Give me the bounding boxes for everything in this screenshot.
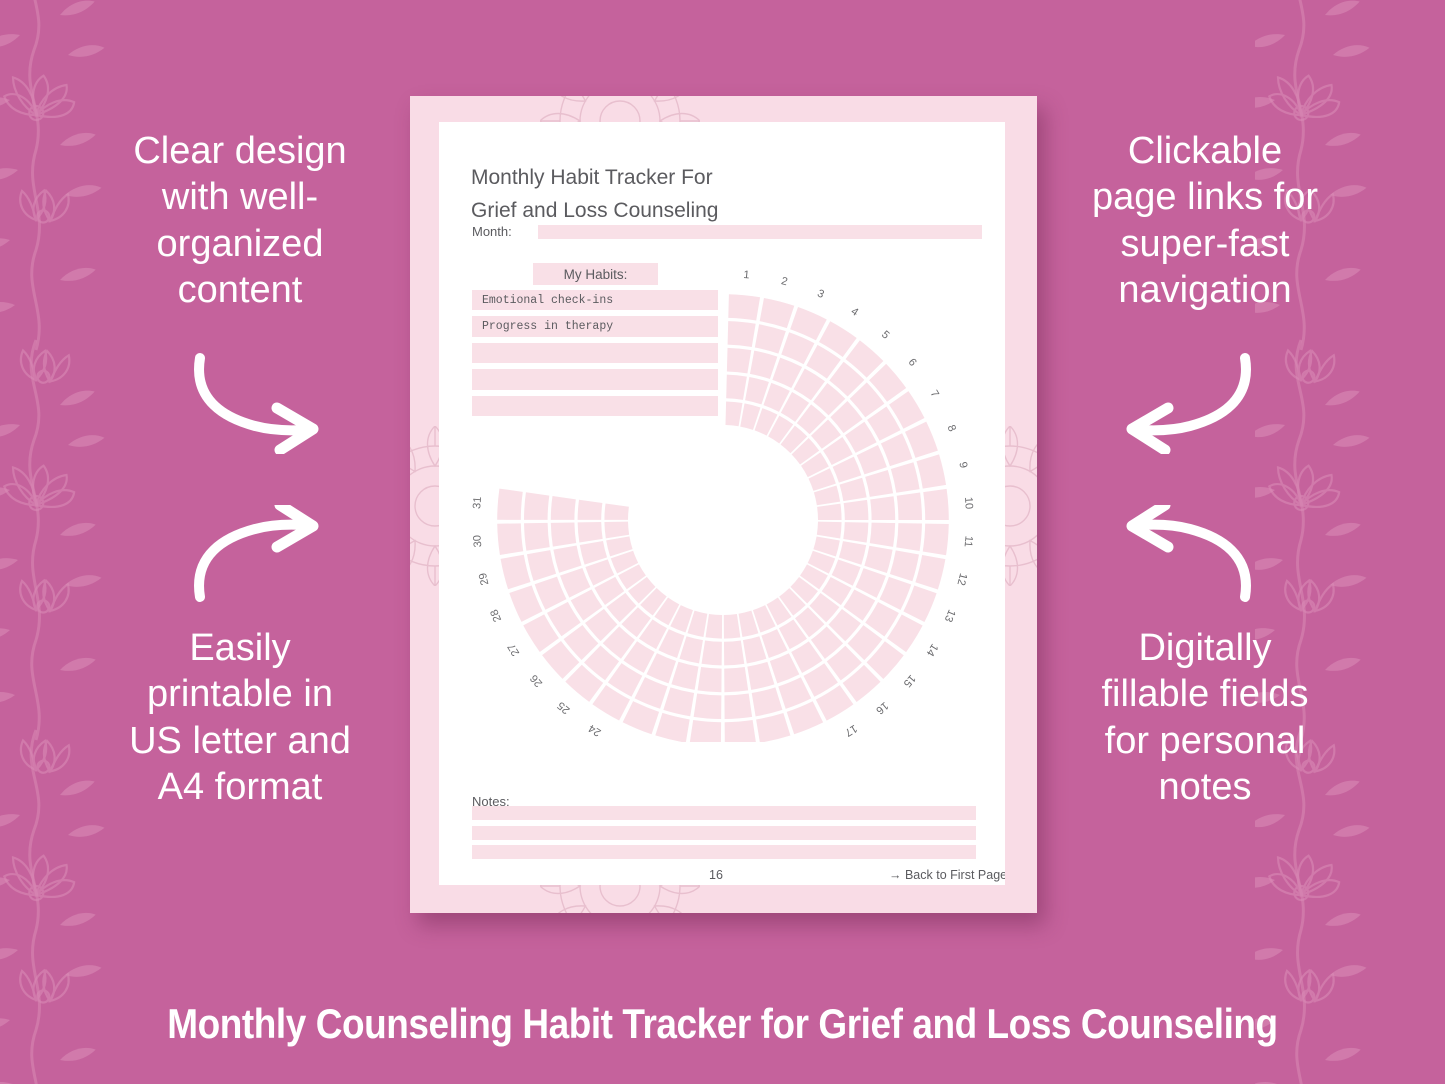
svg-text:7: 7 [928, 388, 941, 399]
svg-text:12: 12 [954, 572, 969, 587]
svg-text:26: 26 [528, 672, 545, 689]
svg-text:25: 25 [555, 699, 572, 716]
svg-text:14: 14 [924, 641, 941, 658]
svg-text:9: 9 [956, 461, 969, 470]
svg-text:18: 18 [809, 740, 825, 742]
svg-text:13: 13 [942, 608, 958, 624]
svg-text:4: 4 [849, 305, 861, 318]
svg-text:23: 23 [621, 740, 637, 742]
svg-text:30: 30 [471, 535, 484, 548]
svg-text:1: 1 [743, 269, 750, 282]
svg-text:17: 17 [842, 722, 859, 739]
svg-text:5: 5 [879, 329, 892, 342]
svg-text:15: 15 [901, 672, 918, 689]
svg-text:16: 16 [873, 699, 890, 716]
svg-text:6: 6 [906, 356, 919, 368]
svg-text:27: 27 [506, 641, 523, 658]
svg-text:31: 31 [471, 496, 484, 509]
svg-text:28: 28 [488, 607, 504, 623]
svg-text:2: 2 [780, 275, 789, 288]
svg-text:24: 24 [587, 722, 604, 739]
svg-text:29: 29 [477, 572, 492, 587]
svg-text:10: 10 [962, 496, 975, 509]
svg-text:11: 11 [962, 535, 975, 547]
svg-text:3: 3 [815, 287, 825, 300]
svg-text:8: 8 [945, 423, 958, 433]
